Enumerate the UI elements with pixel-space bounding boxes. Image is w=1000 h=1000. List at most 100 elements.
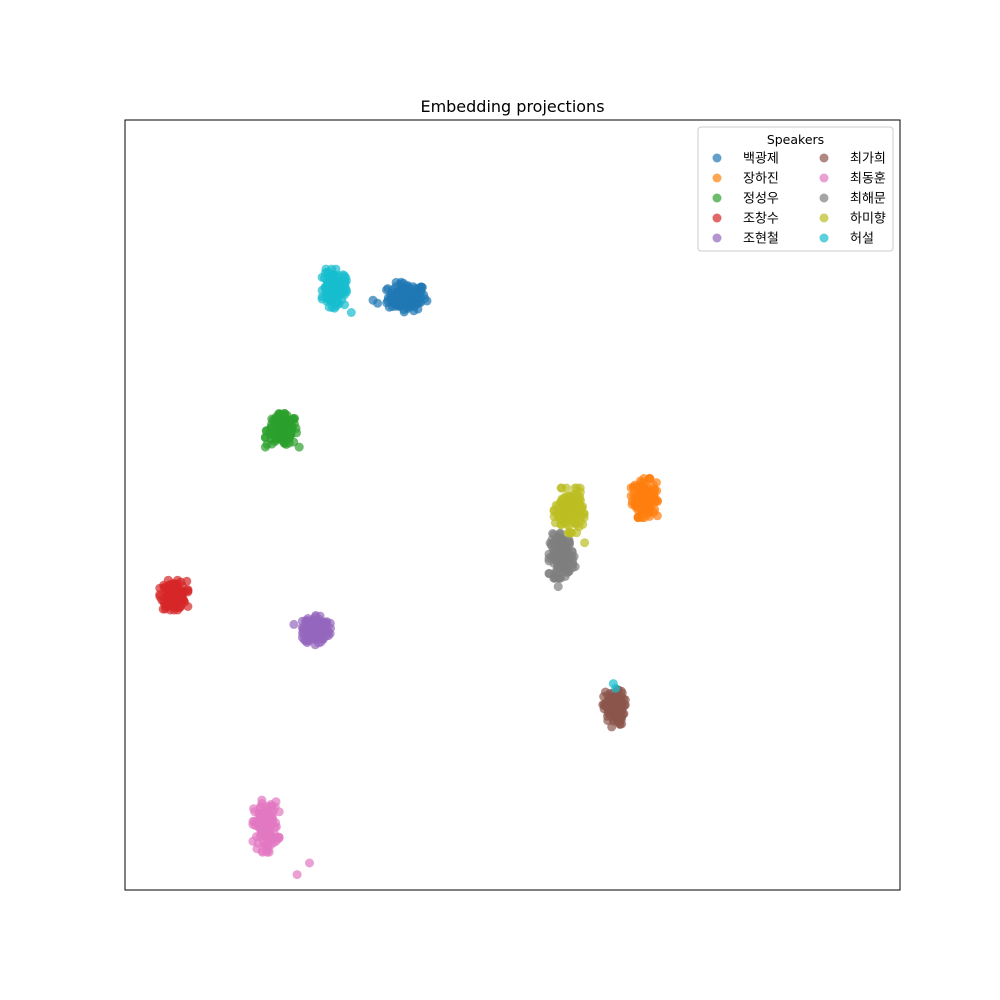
data-point [614, 705, 624, 715]
data-point [274, 807, 284, 817]
legend-label: 하미향 [850, 212, 886, 227]
data-point [551, 573, 560, 583]
data-point [305, 630, 314, 640]
data-point [544, 553, 554, 563]
data-point [346, 308, 356, 317]
data-point [565, 509, 575, 519]
data-point [575, 487, 585, 497]
data-point [271, 431, 280, 441]
legend-item: 허설 [819, 232, 874, 247]
data-point [257, 795, 267, 805]
data-point [389, 298, 399, 308]
data-point [549, 512, 559, 521]
legend-item: 장하진 [712, 172, 779, 187]
data-point [274, 834, 284, 843]
legend-marker [819, 153, 829, 163]
data-point [331, 282, 340, 292]
legend-marker [712, 213, 722, 223]
data-point [340, 300, 350, 310]
data-point [556, 529, 566, 538]
data-point [401, 301, 411, 310]
data-point [559, 497, 569, 507]
data-point [341, 273, 351, 283]
series-7 [544, 529, 580, 592]
data-point [292, 870, 302, 880]
data-point [553, 582, 563, 592]
data-point [640, 489, 650, 499]
data-point [556, 483, 566, 493]
legend-label: 조창수 [743, 212, 779, 227]
legend-label: 최동훈 [850, 172, 886, 187]
data-point [155, 590, 165, 599]
legend-marker [819, 193, 829, 203]
legend-marker [819, 213, 829, 223]
data-point [571, 518, 581, 528]
data-point [297, 616, 307, 626]
data-point [305, 858, 314, 868]
legend-item: 정성우 [712, 192, 779, 207]
legend-label: 최해문 [850, 192, 886, 207]
data-point [413, 291, 423, 301]
legend-item: 조창수 [712, 212, 779, 227]
data-point [558, 542, 568, 552]
data-point [325, 618, 335, 628]
series-5 [598, 685, 630, 732]
data-point [331, 296, 340, 306]
legend-marker [712, 193, 722, 203]
series-4 [289, 611, 335, 650]
data-point [270, 822, 280, 832]
data-point [172, 587, 181, 596]
data-point [607, 722, 617, 732]
data-point [373, 298, 383, 308]
legend-marker [819, 173, 829, 183]
data-point [606, 702, 616, 712]
data-point [289, 619, 299, 629]
data-point [394, 290, 404, 300]
data-point [173, 605, 183, 615]
legend-item: 백광제 [712, 152, 779, 167]
series-1 [626, 474, 662, 523]
data-point [323, 627, 333, 637]
data-point [338, 288, 347, 298]
legend-item: 조현철 [712, 232, 779, 247]
data-point [608, 679, 618, 689]
data-point [645, 506, 655, 516]
data-point [279, 416, 289, 425]
series-0 [368, 277, 432, 317]
data-point [260, 827, 270, 836]
data-point [572, 528, 582, 538]
legend-item: 최동훈 [819, 172, 886, 187]
series-8 [549, 483, 590, 548]
data-point [250, 807, 260, 817]
data-point [312, 631, 322, 641]
scatter-points [155, 264, 662, 880]
data-point [166, 580, 176, 590]
chart-title: Embedding projections [420, 97, 604, 116]
data-point [260, 433, 270, 443]
data-point [182, 576, 192, 586]
legend-title: Speakers [767, 132, 824, 147]
data-point [634, 512, 643, 522]
data-point [311, 621, 321, 631]
data-point [317, 294, 327, 304]
legend-marker [712, 173, 722, 183]
data-point [319, 273, 329, 283]
legend-label: 백광제 [743, 152, 779, 167]
data-point [580, 538, 590, 548]
data-point [561, 566, 571, 575]
series-9 [317, 264, 621, 693]
series-2 [260, 409, 304, 452]
legend-label: 최가희 [850, 152, 886, 167]
legend-box [697, 126, 894, 252]
legend-marker [712, 233, 722, 243]
data-point [405, 287, 415, 297]
data-point [565, 553, 575, 563]
data-point [329, 270, 339, 280]
data-point [252, 844, 262, 854]
data-point [263, 845, 273, 855]
data-point [391, 277, 401, 287]
legend-label: 조현철 [743, 232, 779, 247]
data-point [304, 618, 314, 628]
